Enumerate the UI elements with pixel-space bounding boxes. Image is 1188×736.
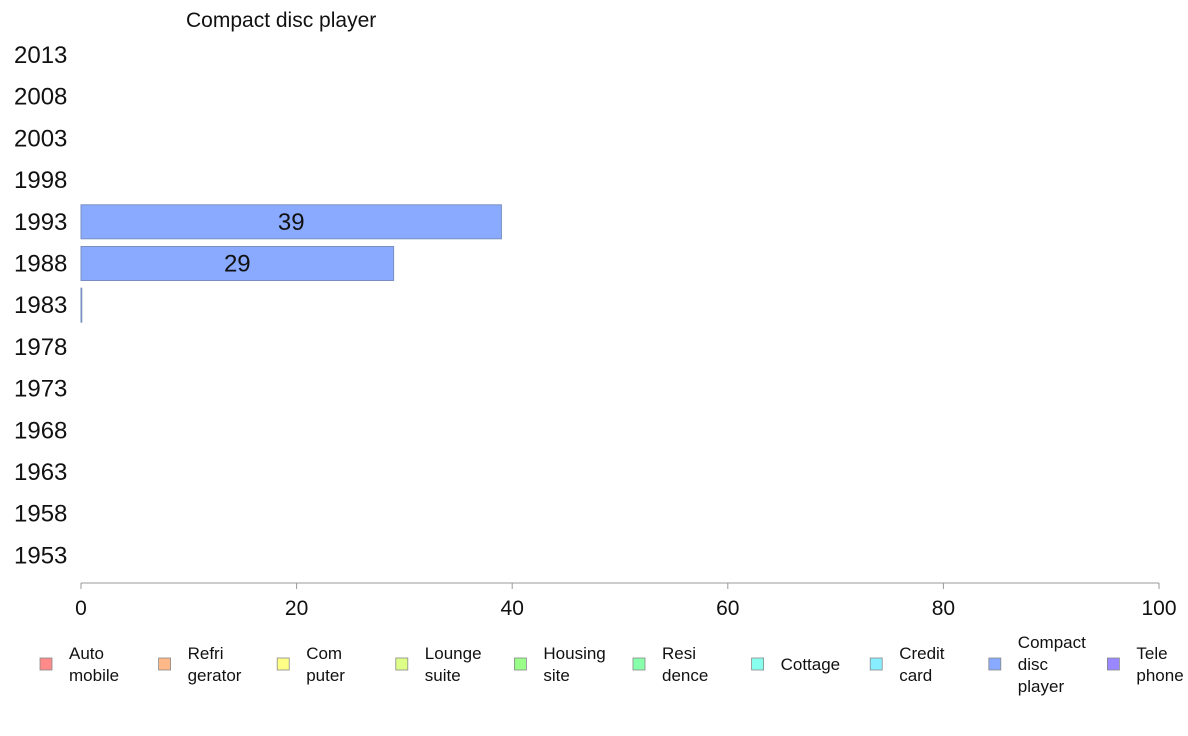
y-tick-label: 1953 (14, 542, 67, 569)
y-tick-label: 1978 (14, 334, 67, 361)
legend-label: Cottage (781, 655, 841, 674)
legend-label: Auto mobile (69, 644, 119, 685)
x-tick-label: 40 (501, 597, 524, 620)
legend: Auto mobile Refri gerator Com puter Lounge suit… (39, 633, 1184, 696)
y-tick-label: 1993 (14, 209, 67, 236)
y-tick-label: 1983 (14, 292, 67, 319)
legend-swatch (158, 657, 172, 671)
legend-swatch (395, 657, 409, 671)
legend-label: Resi dence (662, 644, 708, 685)
legend-label: Lounge suite (425, 644, 482, 685)
x-tick-label: 20 (285, 597, 308, 620)
chart-title: Compact disc player (186, 9, 376, 32)
bar-data-label: 29 (224, 251, 251, 278)
legend-swatch (39, 657, 53, 671)
bar (80, 287, 83, 323)
x-tick-label: 80 (932, 597, 955, 620)
y-tick-label: 1973 (14, 376, 67, 403)
legend-label: Refri gerator (188, 644, 242, 685)
y-tick-label: 2013 (14, 42, 67, 69)
bar (80, 204, 502, 240)
legend-label: Housing site (543, 644, 605, 685)
legend-swatch (988, 657, 1002, 671)
y-tick-label: 1988 (14, 251, 67, 278)
y-tick-label: 1998 (14, 167, 67, 194)
y-axis-labels: 2013 2008 2003 1998 1993 1988 1983 1978 1973 1968… (14, 42, 67, 569)
legend-swatch (751, 657, 764, 671)
legend-swatch (1107, 657, 1120, 671)
x-axis: 0 20 40 60 80 100 (75, 582, 1177, 620)
x-tick-label: 100 (1141, 597, 1176, 620)
legend-swatch (632, 657, 646, 671)
y-tick-label: 1963 (14, 459, 67, 486)
x-tick-label: 60 (716, 597, 739, 620)
x-tick-label: 0 (75, 597, 87, 620)
legend-label: Tele phone (1136, 644, 1183, 685)
y-tick-label: 1958 (14, 501, 67, 528)
y-tick-label: 2003 (14, 125, 67, 152)
y-tick-label: 2008 (14, 84, 67, 111)
bar-data-label: 39 (278, 209, 305, 236)
y-tick-label: 1968 (14, 417, 67, 444)
legend-label: Credit card (899, 644, 945, 685)
legend-label: Com puter (306, 644, 345, 685)
bars: 39 29 (80, 204, 502, 323)
legend-swatch (869, 657, 883, 671)
bar (80, 246, 395, 281)
legend-swatch (276, 657, 290, 671)
legend-swatch (514, 657, 527, 671)
legend-label: Compact disc player (1018, 633, 1086, 696)
